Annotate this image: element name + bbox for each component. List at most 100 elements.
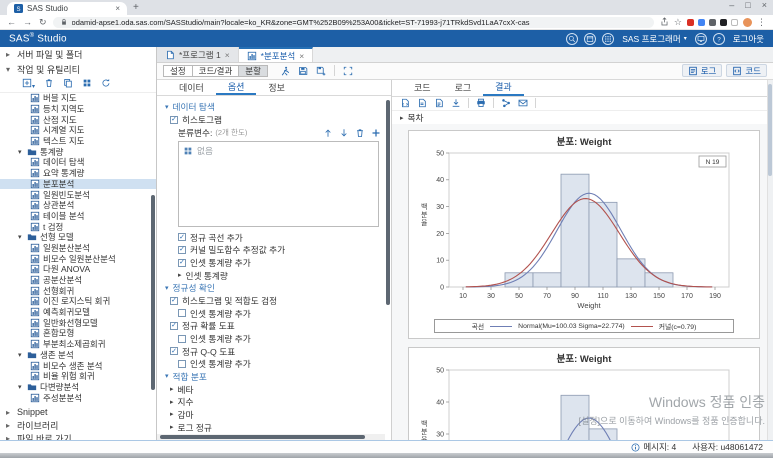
new-tab-button[interactable]: + xyxy=(133,2,139,13)
sidebar-section-collapsed[interactable]: ▸ Snippet xyxy=(0,406,156,419)
sidebar-scrollbar[interactable] xyxy=(151,195,155,390)
bookmark-star-icon[interactable]: ☆ xyxy=(673,16,682,27)
collapsible-option[interactable]: ▸ 베타 xyxy=(165,383,381,396)
tree-item[interactable]: 일반화선형모델 xyxy=(0,317,156,328)
option-checkbox-row[interactable]: 정규 곡선 추가 xyxy=(165,231,381,244)
checkbox[interactable] xyxy=(170,296,178,305)
tree-item[interactable]: 다원 ANOVA xyxy=(0,264,156,275)
search-icon[interactable] xyxy=(566,32,579,45)
option-checkbox-row[interactable]: 인셋 통계량 추가 xyxy=(165,256,381,269)
checkbox[interactable] xyxy=(178,245,186,254)
help-icon[interactable]: ? xyxy=(712,32,725,45)
tree-item[interactable]: 일원분산분석 xyxy=(0,243,156,254)
profile-avatar[interactable] xyxy=(743,17,752,27)
sidebar-tool-copy[interactable] xyxy=(63,78,73,91)
tree-item[interactable]: 이진 로지스틱 회귀 xyxy=(0,296,156,307)
option-checkbox-row[interactable]: 히스토그램 및 적합도 검정 xyxy=(165,294,381,307)
option-checkbox-row[interactable]: 히스토그램 xyxy=(165,113,381,126)
checkbox[interactable] xyxy=(170,321,178,330)
results-tab[interactable]: 코드 xyxy=(414,83,431,94)
open-code-button[interactable]: 코드 xyxy=(726,64,767,78)
arrow-down-icon[interactable] xyxy=(339,128,349,138)
role-menu[interactable]: SAS 프로그래머 ▾ xyxy=(622,33,687,44)
sidebar-tool-grid[interactable] xyxy=(82,78,92,91)
doc-rtf-icon[interactable] xyxy=(434,98,444,108)
reload-icon[interactable]: ↻ xyxy=(39,16,47,27)
sidebar-section-collapsed[interactable]: ▸ 라이브러리 xyxy=(0,419,156,432)
tree-item[interactable]: 데이터 탐색 xyxy=(0,157,156,168)
options-horizontal-scrollbar[interactable] xyxy=(160,435,365,439)
extension-icon[interactable] xyxy=(731,18,738,26)
save-as-icon[interactable] xyxy=(316,66,326,76)
checkbox[interactable] xyxy=(178,258,186,267)
checkbox[interactable] xyxy=(178,359,186,368)
view-button[interactable]: 설정 xyxy=(163,64,193,77)
arrow-up-icon[interactable] xyxy=(323,128,333,138)
run-icon[interactable] xyxy=(280,66,290,76)
checkbox[interactable] xyxy=(178,233,186,242)
tab-close-icon[interactable]: × xyxy=(115,4,120,13)
variable-listbox[interactable]: 없음 xyxy=(178,141,379,228)
plus-icon[interactable] xyxy=(371,128,381,138)
download-icon[interactable] xyxy=(451,98,461,108)
tree-item[interactable]: 비모수 생존 분석 xyxy=(0,360,156,371)
tree-item[interactable]: t 검정 xyxy=(0,221,156,232)
options-section-header[interactable]: ▾ 정규성 확인 xyxy=(165,281,381,294)
document-tab[interactable]: *프로그램 1 × xyxy=(157,47,239,62)
option-checkbox-row[interactable]: 정규 Q-Q 도표 xyxy=(165,345,381,358)
doc-html-icon[interactable] xyxy=(400,98,410,108)
tree-item[interactable]: 텍스트 지도 xyxy=(0,136,156,147)
minimize-icon[interactable]: – xyxy=(729,0,735,10)
options-section-header[interactable]: ▾ 적합 분포 xyxy=(165,370,381,383)
tree-item[interactable]: 상관분석 xyxy=(0,200,156,211)
view-button[interactable]: 코드/결과 xyxy=(191,64,240,77)
extension-icon[interactable] xyxy=(709,18,716,26)
forward-icon[interactable]: → xyxy=(23,16,32,27)
tree-item[interactable]: 버블 지도 xyxy=(0,93,156,104)
option-checkbox-row[interactable]: 인셋 통계량 추가 xyxy=(165,332,381,345)
trash-icon[interactable] xyxy=(355,128,365,138)
sidebar-tool-trash[interactable] xyxy=(44,78,54,91)
tree-item[interactable]: 시계열 지도 xyxy=(0,125,156,136)
results-tab[interactable]: 결과 xyxy=(483,80,524,96)
settings-tab[interactable]: 정보 xyxy=(268,83,285,94)
extension-icon[interactable] xyxy=(720,18,727,26)
close-icon[interactable]: × xyxy=(761,0,767,10)
omnibox[interactable]: odamid-apse1.oda.sas.com/SASStudio/main?… xyxy=(52,16,654,28)
extension-icon[interactable] xyxy=(687,18,694,26)
settings-tab[interactable]: 데이터 xyxy=(179,83,204,94)
tree-item[interactable]: 혼합모형 xyxy=(0,328,156,339)
tree-item[interactable]: ▾ 통계량 xyxy=(0,146,156,157)
settings-tab[interactable]: 옵션 xyxy=(215,80,257,96)
document-tab[interactable]: *분포분석 × xyxy=(238,47,314,62)
tree-item[interactable]: 일원빈도분석 xyxy=(0,189,156,200)
option-checkbox-row[interactable]: 정규 확률 도표 xyxy=(165,320,381,333)
open-log-button[interactable]: 로그 xyxy=(681,64,723,78)
maximize-win-icon[interactable]: □ xyxy=(745,0,751,10)
print-icon[interactable] xyxy=(476,98,486,108)
tree-item[interactable]: 산점 지도 xyxy=(0,114,156,125)
tree-item[interactable]: ▾ 선형 모델 xyxy=(0,232,156,243)
flow-icon[interactable] xyxy=(501,98,511,108)
tree-item[interactable]: 등치 지역도 xyxy=(0,104,156,115)
apps-icon[interactable] xyxy=(602,32,615,45)
monitor-icon[interactable] xyxy=(694,32,707,45)
options-section-header[interactable]: ▾ 데이터 탐색 xyxy=(165,100,381,113)
checkbox[interactable] xyxy=(178,309,186,318)
results-tab[interactable]: 로그 xyxy=(454,83,472,94)
tree-item[interactable]: 요약 통계량 xyxy=(0,168,156,179)
close-icon[interactable]: × xyxy=(299,50,305,61)
sidebar-section-collapsed[interactable]: ▸ 파일 바로 가기 xyxy=(0,432,156,440)
tree-item[interactable]: 주성분분석 xyxy=(0,392,156,403)
tree-item[interactable]: ▾ 다변량분석 xyxy=(0,382,156,393)
results-scrollbar[interactable] xyxy=(768,83,772,176)
tree-item[interactable]: 선형회귀 xyxy=(0,285,156,296)
checkbox[interactable] xyxy=(178,334,186,343)
save-icon[interactable] xyxy=(298,66,308,76)
view-button[interactable]: 분할 xyxy=(238,64,268,77)
collapsible-option[interactable]: ▸ 로그 정규 xyxy=(165,421,381,434)
messages-status[interactable]: 메시지: 4 xyxy=(631,441,676,453)
browser-menu-icon[interactable]: ⋮ xyxy=(757,16,766,27)
toc-toggle[interactable]: ▸ 목차 xyxy=(392,111,773,124)
logout-button[interactable]: 로그아웃 xyxy=(732,33,764,44)
